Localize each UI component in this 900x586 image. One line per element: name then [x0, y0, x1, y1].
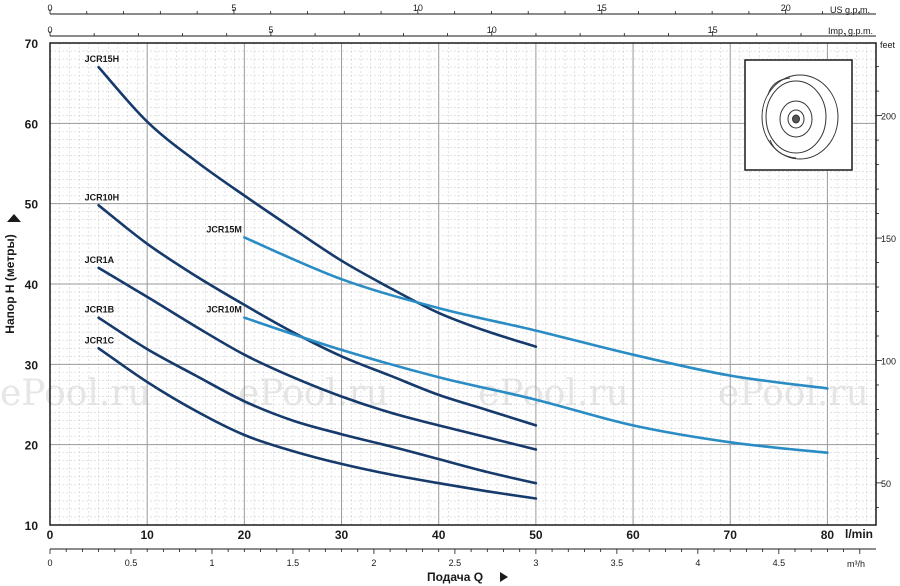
- x-tick-label-m3h: 1.5: [287, 558, 300, 568]
- curve-jcr15m: [243, 236, 829, 390]
- x-axis-title: Подача Q: [427, 570, 483, 584]
- curve-jcr1c: [97, 347, 538, 500]
- curve-label-jcr15m: JCR15M: [206, 224, 242, 234]
- curve-jcr10m: [243, 316, 829, 454]
- curve-jcr15h: [97, 65, 538, 348]
- x-tick-label-lmin: 10: [140, 528, 154, 542]
- feet-tick-label: 200: [881, 112, 896, 122]
- y-axis-arrow-icon: [7, 214, 21, 222]
- y-tick-label: 60: [25, 117, 39, 131]
- feet-tick-label: 100: [881, 356, 896, 366]
- us-gpm-tick-label: 15: [597, 3, 607, 13]
- feet-tick-label: 150: [881, 234, 896, 244]
- y-tick-label: 40: [25, 278, 39, 292]
- y-tick-label: 10: [25, 519, 39, 533]
- x-tick-label-lmin: 80: [821, 528, 835, 542]
- curve-label-jcr10m: JCR10M: [206, 305, 242, 315]
- watermark-text-2: ePool.ru: [478, 373, 629, 414]
- top-unit-imp: Imp. g.p.m.: [828, 26, 873, 36]
- x-tick-label-m3h: 0: [47, 558, 52, 568]
- us-gpm-tick-label: 10: [413, 3, 423, 13]
- curve-jcr10h: [97, 204, 538, 427]
- x-unit-lmin: l/min: [845, 527, 873, 541]
- watermark-text-0: ePool.ru: [0, 373, 151, 414]
- us-gpm-tick-label: 5: [231, 3, 236, 13]
- curve-label-jcr1b: JCR1B: [85, 305, 115, 315]
- x-axis-arrow-icon: [500, 572, 508, 582]
- x-tick-label-lmin: 30: [335, 528, 349, 542]
- curve-jcr1b: [97, 316, 538, 485]
- imp-gpm-tick-label: 0: [47, 25, 52, 35]
- imp-gpm-tick-label: 10: [487, 25, 497, 35]
- x-tick-label-lmin: 70: [724, 528, 738, 542]
- curve-label-jcr1a: JCR1A: [85, 255, 115, 265]
- watermark-text-3: ePool.ru: [718, 373, 869, 414]
- watermark-layer: ePool.ru ePool.ru ePool.ru ePool.ru: [0, 373, 869, 414]
- y-tick-label: 50: [25, 198, 39, 212]
- curve-label-jcr15h: JCR15H: [85, 54, 120, 64]
- us-gpm-tick-label: 20: [781, 3, 791, 13]
- y-axis-title: Напор H (метры): [3, 234, 17, 333]
- x-tick-label-m3h: 2.5: [449, 558, 462, 568]
- x-tick-label-lmin: 0: [47, 528, 54, 542]
- impeller-icon: [761, 74, 839, 160]
- curves-layer: [97, 65, 829, 500]
- curve-labels-layer: JCR15H JCR10H JCR1A JCR1B JCR1C JCR15M JCR10M: [85, 54, 242, 345]
- top-unit-us: US g.p.m.: [830, 5, 870, 15]
- x-tick-label-lmin: 60: [626, 528, 640, 542]
- y-tick-label: 20: [25, 439, 39, 453]
- x-tick-label-lmin: 20: [238, 528, 252, 542]
- us-gpm-tick-label: 0: [47, 3, 52, 13]
- x-tick-label-lmin: 50: [529, 528, 543, 542]
- x-tick-label-m3h: 3: [533, 558, 538, 568]
- x-tick-label-m3h: 1: [209, 558, 214, 568]
- x-tick-label-m3h: 2: [371, 558, 376, 568]
- right-unit-feet: feet: [880, 40, 896, 50]
- curve-label-jcr1c: JCR1C: [85, 335, 115, 345]
- y-tick-label: 70: [25, 37, 39, 51]
- plot-frame: [49, 42, 877, 526]
- plot-grid: [50, 43, 876, 525]
- imp-gpm-tick-label: 15: [708, 25, 718, 35]
- x-unit-m3h: m³/h: [847, 559, 865, 569]
- x-tick-label-m3h: 0.5: [125, 558, 138, 568]
- x-tick-label-m3h: 4.5: [773, 558, 786, 568]
- x-tick-label-m3h: 3.5: [611, 558, 624, 568]
- curve-label-jcr10h: JCR10H: [85, 192, 120, 202]
- y-tick-label: 30: [25, 358, 39, 372]
- feet-tick-label: 50: [881, 479, 891, 489]
- x-tick-label-lmin: 40: [432, 528, 446, 542]
- curve-jcr1a: [97, 266, 538, 451]
- x-tick-label-m3h: 4: [695, 558, 700, 568]
- watermark-text-1: ePool.ru: [238, 373, 389, 414]
- imp-gpm-tick-label: 5: [268, 25, 273, 35]
- impeller-inset: [744, 59, 853, 171]
